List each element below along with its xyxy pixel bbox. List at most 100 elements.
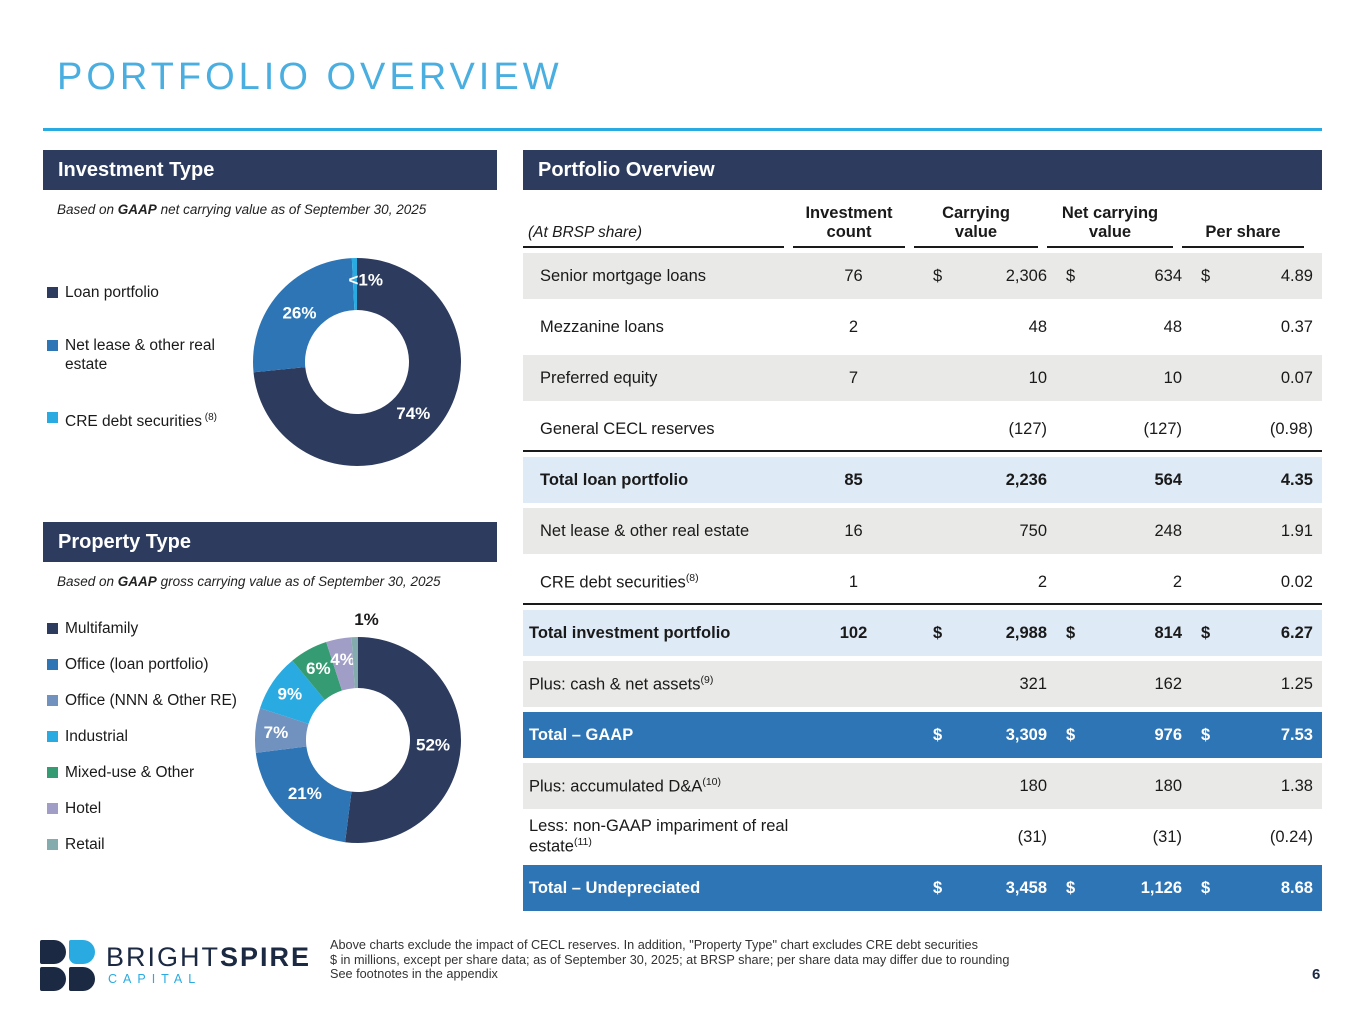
table-cell: 976 — [1154, 725, 1182, 744]
brightspire-logo-icon — [40, 940, 97, 992]
table-cell: 1,126 — [1140, 878, 1182, 897]
table-cell: 2,236 — [1005, 470, 1047, 489]
table-cell: $ — [1066, 623, 1076, 642]
legend-label: Office (NNN & Other RE) — [65, 692, 237, 709]
legend-label: Industrial — [65, 728, 128, 745]
table-cell: 564 — [1154, 470, 1182, 489]
table-cell: Total – GAAP — [529, 725, 634, 744]
table-header-row: (At BRSP share) Investment count Carrying… — [523, 200, 1322, 248]
table-cell: 4.35 — [1280, 470, 1313, 489]
legend-item: Industrial — [47, 727, 262, 746]
portfolio-overview-table: (At BRSP share) Investment count Carrying… — [523, 200, 1322, 911]
table-cell: 48 — [1163, 317, 1182, 336]
legend-item: Retail — [47, 835, 262, 854]
footnote-line: Above charts exclude the impact of CECL … — [330, 938, 978, 952]
table-row: Mezzanine loans 2 48 48 0.37 — [523, 299, 1322, 350]
investment-type-header: Investment Type — [43, 150, 497, 190]
table-cell: 48 — [1028, 317, 1047, 336]
legend-swatch-icon — [47, 767, 58, 778]
table-cell: $ — [933, 725, 943, 744]
donut-slice-label: 1% — [354, 610, 379, 629]
legend-swatch-icon — [47, 659, 58, 670]
donut-slice — [292, 642, 342, 700]
column-header-net-carrying-value: Net carrying value — [1047, 204, 1173, 248]
column-header-carrying-value: Carrying value — [914, 204, 1038, 248]
table-cell: 1.38 — [1280, 776, 1313, 795]
legend-swatch-icon — [47, 287, 58, 298]
table-cell: (0.98) — [1269, 419, 1313, 438]
table-cell: (31) — [1017, 827, 1047, 846]
table-row: Total – GAAP $3,309 $976 $7.53 — [523, 707, 1322, 758]
donut-slice — [351, 637, 358, 689]
donut-slice — [345, 637, 461, 843]
table-cell: Plus: accumulated D&A(10) — [529, 775, 722, 796]
legend-swatch-icon — [47, 695, 58, 706]
legend-item: Multifamily — [47, 619, 262, 638]
table-row: Plus: cash & net assets(9) 321 162 1.25 — [523, 656, 1322, 707]
footnotes: Above charts exclude the impact of CECL … — [330, 938, 1009, 982]
donut-slice-label: 21% — [288, 784, 322, 803]
table-cell: 4.89 — [1280, 266, 1313, 285]
table-cell: $ — [1066, 878, 1076, 897]
table-cell: 2,988 — [1005, 623, 1047, 642]
table-cell: 814 — [1154, 623, 1182, 642]
donut-slice-label: 26% — [282, 303, 316, 322]
table-row: Total loan portfolio 85 2,236 564 4.35 — [523, 452, 1322, 503]
table-cell: $ — [1066, 266, 1076, 285]
donut-slice-label: 7% — [264, 723, 289, 742]
donut-slice — [326, 637, 355, 691]
legend-label: Mixed-use & Other — [65, 764, 195, 781]
footnote-line: $ in millions, except per share data; as… — [330, 952, 1010, 967]
legend-item: Mixed-use & Other — [47, 763, 262, 782]
property-type-header: Property Type — [43, 522, 497, 562]
table-cell: $ — [933, 623, 943, 642]
legend-swatch-icon — [47, 623, 58, 634]
donut-slice-label: 74% — [396, 404, 430, 423]
table-cell: 1.91 — [1280, 521, 1313, 540]
table-cell: (0.24) — [1269, 827, 1313, 846]
table-cell: General CECL reserves — [540, 419, 715, 438]
table-row: Total – Undepreciated $3,458 $1,126 $8.68 — [523, 860, 1322, 911]
brightspire-wordmark: BRIGHTSPIRE — [106, 942, 312, 972]
table-cell: CRE debt securities(8) — [540, 571, 699, 592]
table-cell: 180 — [1019, 776, 1047, 795]
table-cell: 3,309 — [1005, 725, 1047, 744]
legend-item: Hotel — [47, 799, 262, 818]
investment-type-donut-chart: 74% 26% <1% — [253, 258, 461, 466]
donut-slice — [255, 708, 309, 753]
table-cell: Less: non-GAAP impariment of real estate… — [529, 817, 789, 856]
donut-slice-label: <1% — [348, 270, 383, 289]
legend-swatch-icon — [47, 731, 58, 742]
property-type-subtitle: Based on GAAP gross carrying value as of… — [57, 574, 441, 589]
table-cell: Mezzanine loans — [540, 317, 664, 336]
table-cell: 2,306 — [1005, 266, 1047, 285]
table-cell: Total loan portfolio — [540, 470, 689, 489]
investment-type-legend: Loan portfolio Net lease & other real est… — [47, 283, 227, 431]
table-cell: $ — [1066, 725, 1076, 744]
column-header-investment-count: Investment count — [793, 204, 905, 248]
table-row: Plus: accumulated D&A(10) 180 180 1.38 — [523, 758, 1322, 809]
donut-slice-label: 6% — [306, 659, 331, 678]
donut-slice-label: 52% — [416, 736, 450, 755]
table-cell: 634 — [1154, 266, 1182, 285]
title-divider — [43, 128, 1322, 131]
column-header-per-share: Per share — [1182, 223, 1304, 248]
table-row: Preferred equity 7 10 10 0.07 — [523, 350, 1322, 401]
table-cell: $ — [1201, 623, 1211, 642]
table-cell: 2 — [1037, 572, 1047, 591]
table-cell: Total – Undepreciated — [529, 878, 701, 897]
legend-swatch-icon — [47, 340, 58, 351]
logo-shape — [40, 940, 66, 964]
legend-label: Hotel — [65, 800, 102, 817]
legend-item: CRE debt securities (8) — [47, 408, 227, 431]
table-cell: Total investment portfolio — [529, 623, 731, 642]
property-type-donut-chart: 52% 21% 7% 9%6% 4% 1% — [255, 610, 461, 843]
portfolio-overview-header: Portfolio Overview — [523, 150, 1322, 190]
table-cell: 7 — [848, 368, 859, 387]
legend-label: Multifamily — [65, 620, 139, 637]
legend-swatch-icon — [47, 803, 58, 814]
table-cell: 16 — [844, 521, 863, 540]
table-cell: (127) — [1008, 419, 1047, 438]
table-cell: 750 — [1019, 521, 1047, 540]
table-row: General CECL reserves (127) (127) (0.98) — [523, 401, 1322, 452]
